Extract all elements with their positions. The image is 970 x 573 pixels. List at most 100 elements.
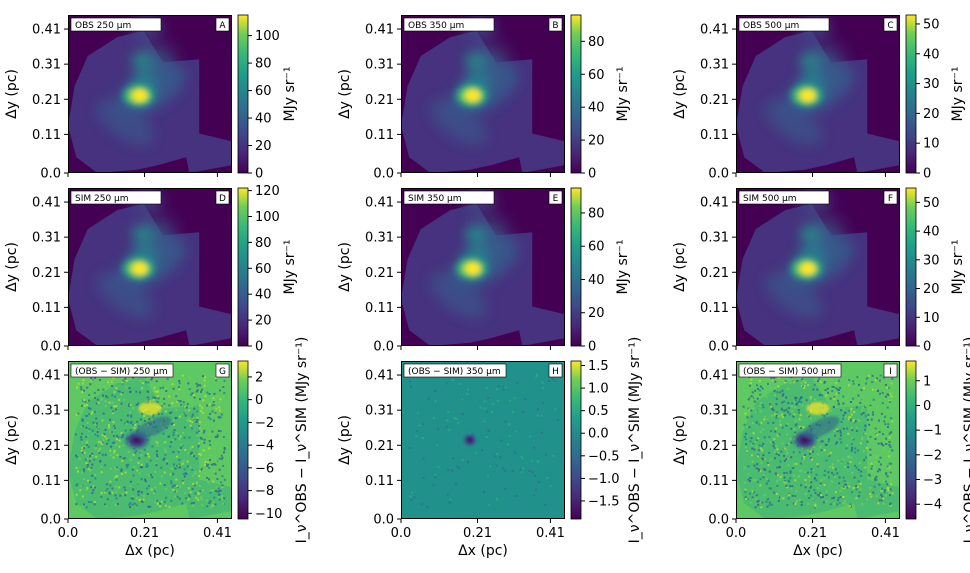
noise-pixel [163, 402, 166, 405]
noise-pixel [162, 432, 165, 435]
noise-pixel [130, 414, 133, 417]
noise-pixel [865, 382, 867, 385]
y-tick-label: 0.31 [32, 404, 61, 419]
noise-pixel [135, 450, 138, 453]
noise-pixel [511, 411, 514, 414]
x-tick-label: 0.0 [58, 526, 79, 541]
noise-pixel [761, 501, 764, 504]
noise-pixel [891, 420, 894, 423]
noise-pixel [95, 417, 98, 420]
noise-pixel [858, 462, 861, 465]
noise-pixel [88, 399, 91, 402]
panel-title-box: OBS 250 μm A [70, 17, 230, 32]
noise-pixel [92, 485, 95, 488]
noise-pixel [161, 394, 164, 397]
noise-pixel [92, 421, 95, 424]
colorbar-tick-label: 10 [923, 137, 940, 152]
noise-pixel [182, 473, 185, 476]
noise-pixel [867, 375, 870, 378]
noise-pixel [178, 388, 181, 391]
noise-pixel [222, 385, 225, 388]
noise-pixel [214, 463, 217, 466]
noise-pixel [829, 503, 832, 506]
noise-pixel [496, 453, 498, 456]
noise-pixel [802, 385, 805, 388]
noise-pixel [808, 484, 810, 487]
noise-pixel [85, 506, 88, 509]
noise-pixel [104, 504, 107, 507]
noise-pixel [140, 477, 143, 480]
noise-pixel [178, 497, 181, 500]
noise-pixel [132, 453, 135, 456]
noise-pixel [883, 420, 886, 423]
noise-pixel [178, 379, 181, 382]
y-tick-label: 0.0 [708, 167, 729, 182]
noise-pixel [118, 486, 121, 489]
noise-pixel [124, 471, 127, 474]
noise-pixel [89, 469, 92, 472]
panel-title-box: (OBS − SIM) 250 μm G [70, 363, 230, 378]
noise-pixel [111, 487, 114, 490]
noise-pixel [449, 498, 452, 501]
noise-pixel [817, 453, 820, 456]
colorbar-tick-label: 20 [923, 107, 940, 122]
noise-pixel [203, 379, 206, 382]
noise-pixel [528, 469, 531, 472]
noise-pixel [221, 498, 224, 500]
noise-pixel [801, 378, 804, 381]
noise-pixel [817, 380, 819, 383]
noise-pixel [791, 402, 794, 405]
noise-pixel [756, 438, 758, 441]
noise-pixel [198, 425, 201, 428]
noise-pixel [182, 378, 185, 381]
colorbar-tick-label: 40 [923, 225, 940, 240]
noise-pixel [172, 489, 175, 491]
colorbar [237, 187, 249, 347]
noise-pixel [189, 491, 192, 494]
noise-pixel [202, 399, 205, 402]
y-axis-label: Δy (pc) [4, 242, 20, 292]
noise-pixel [104, 388, 107, 391]
noise-pixel [100, 471, 103, 474]
noise-pixel [76, 386, 78, 389]
noise-pixel [864, 466, 867, 469]
y-tick-label: 0.21 [700, 266, 729, 281]
noise-pixel [754, 396, 756, 399]
colorbar-tick-label: −10 [255, 507, 282, 522]
noise-pixel [851, 448, 854, 451]
panel-image [68, 15, 232, 173]
noise-pixel [773, 446, 776, 449]
noise-pixel [165, 387, 167, 390]
noise-pixel [200, 390, 202, 393]
noise-pixel [829, 382, 832, 385]
noise-pixel [152, 415, 155, 418]
noise-pixel [874, 479, 877, 482]
noise-pixel [766, 418, 769, 420]
noise-pixel [211, 430, 214, 433]
noise-pixel [173, 429, 176, 432]
noise-pixel [420, 503, 423, 506]
colorbar-tick-label: −4 [923, 498, 942, 513]
noise-pixel [152, 396, 155, 399]
noise-pixel [110, 431, 113, 433]
noise-pixel [775, 473, 778, 476]
noise-pixel [87, 467, 90, 470]
noise-pixel [881, 495, 884, 498]
noise-pixel [759, 431, 762, 433]
noise-pixel [770, 430, 773, 433]
noise-pixel [756, 500, 759, 503]
noise-pixel [168, 412, 171, 415]
noise-pixel [748, 397, 751, 400]
noise-pixel [803, 386, 805, 389]
noise-pixel [750, 415, 753, 418]
noise-pixel [96, 435, 99, 437]
noise-pixel [86, 386, 89, 389]
noise-pixel [502, 467, 505, 470]
noise-pixel [128, 503, 131, 506]
noise-pixel [195, 457, 198, 460]
noise-pixel [509, 399, 512, 402]
noise-pixel [99, 447, 101, 450]
noise-pixel [548, 380, 550, 383]
noise-pixel [779, 460, 782, 463]
